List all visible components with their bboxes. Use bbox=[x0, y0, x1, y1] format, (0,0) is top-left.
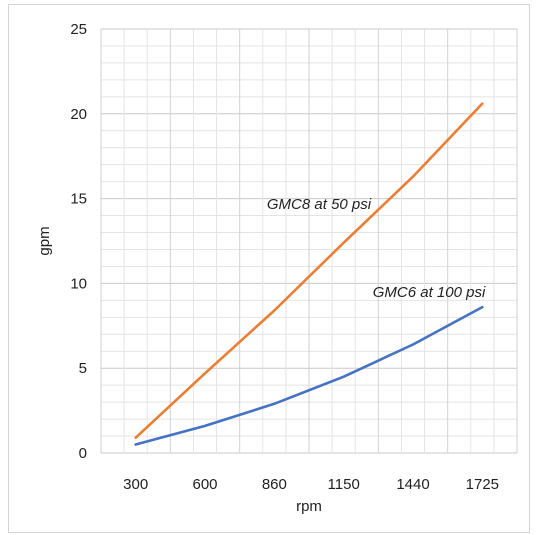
x-tick-label: 300 bbox=[123, 476, 148, 493]
y-tick-label: 15 bbox=[70, 191, 87, 208]
y-axis-title: gpm bbox=[36, 226, 53, 255]
x-tick-label: 1150 bbox=[328, 476, 360, 493]
y-tick-label: 20 bbox=[70, 106, 87, 123]
gpm-vs-rpm-chart: 0 5 10 15 20 25 300 600 860 1150 1440 1725 rpm gpm… bbox=[36, 21, 518, 515]
y-tick-label: 25 bbox=[70, 21, 87, 38]
chart-frame: 0 5 10 15 20 25 300 600 860 1150 1440 1725 rpm gpm… bbox=[8, 4, 530, 533]
series-label-gmc8: GMC8 at 50 psi bbox=[267, 196, 372, 213]
x-axis-title: rpm bbox=[296, 498, 322, 515]
x-tick-label: 600 bbox=[192, 476, 217, 493]
series-line-0 bbox=[134, 102, 484, 439]
y-tick-label: 0 bbox=[79, 445, 87, 462]
series-lines bbox=[134, 102, 484, 446]
x-tick-label: 1725 bbox=[466, 476, 499, 493]
x-tick-label: 1440 bbox=[396, 476, 429, 493]
series-label-gmc6: GMC6 at 100 psi bbox=[373, 284, 486, 301]
y-tick-label: 10 bbox=[70, 275, 87, 292]
x-axis-ticks: 300 600 860 1150 1440 1725 bbox=[123, 476, 499, 493]
y-tick-label: 5 bbox=[79, 360, 87, 377]
x-tick-label: 860 bbox=[262, 476, 287, 493]
y-axis-ticks: 0 5 10 15 20 25 bbox=[70, 21, 87, 462]
series-line-1 bbox=[134, 305, 484, 446]
grid bbox=[100, 28, 518, 454]
